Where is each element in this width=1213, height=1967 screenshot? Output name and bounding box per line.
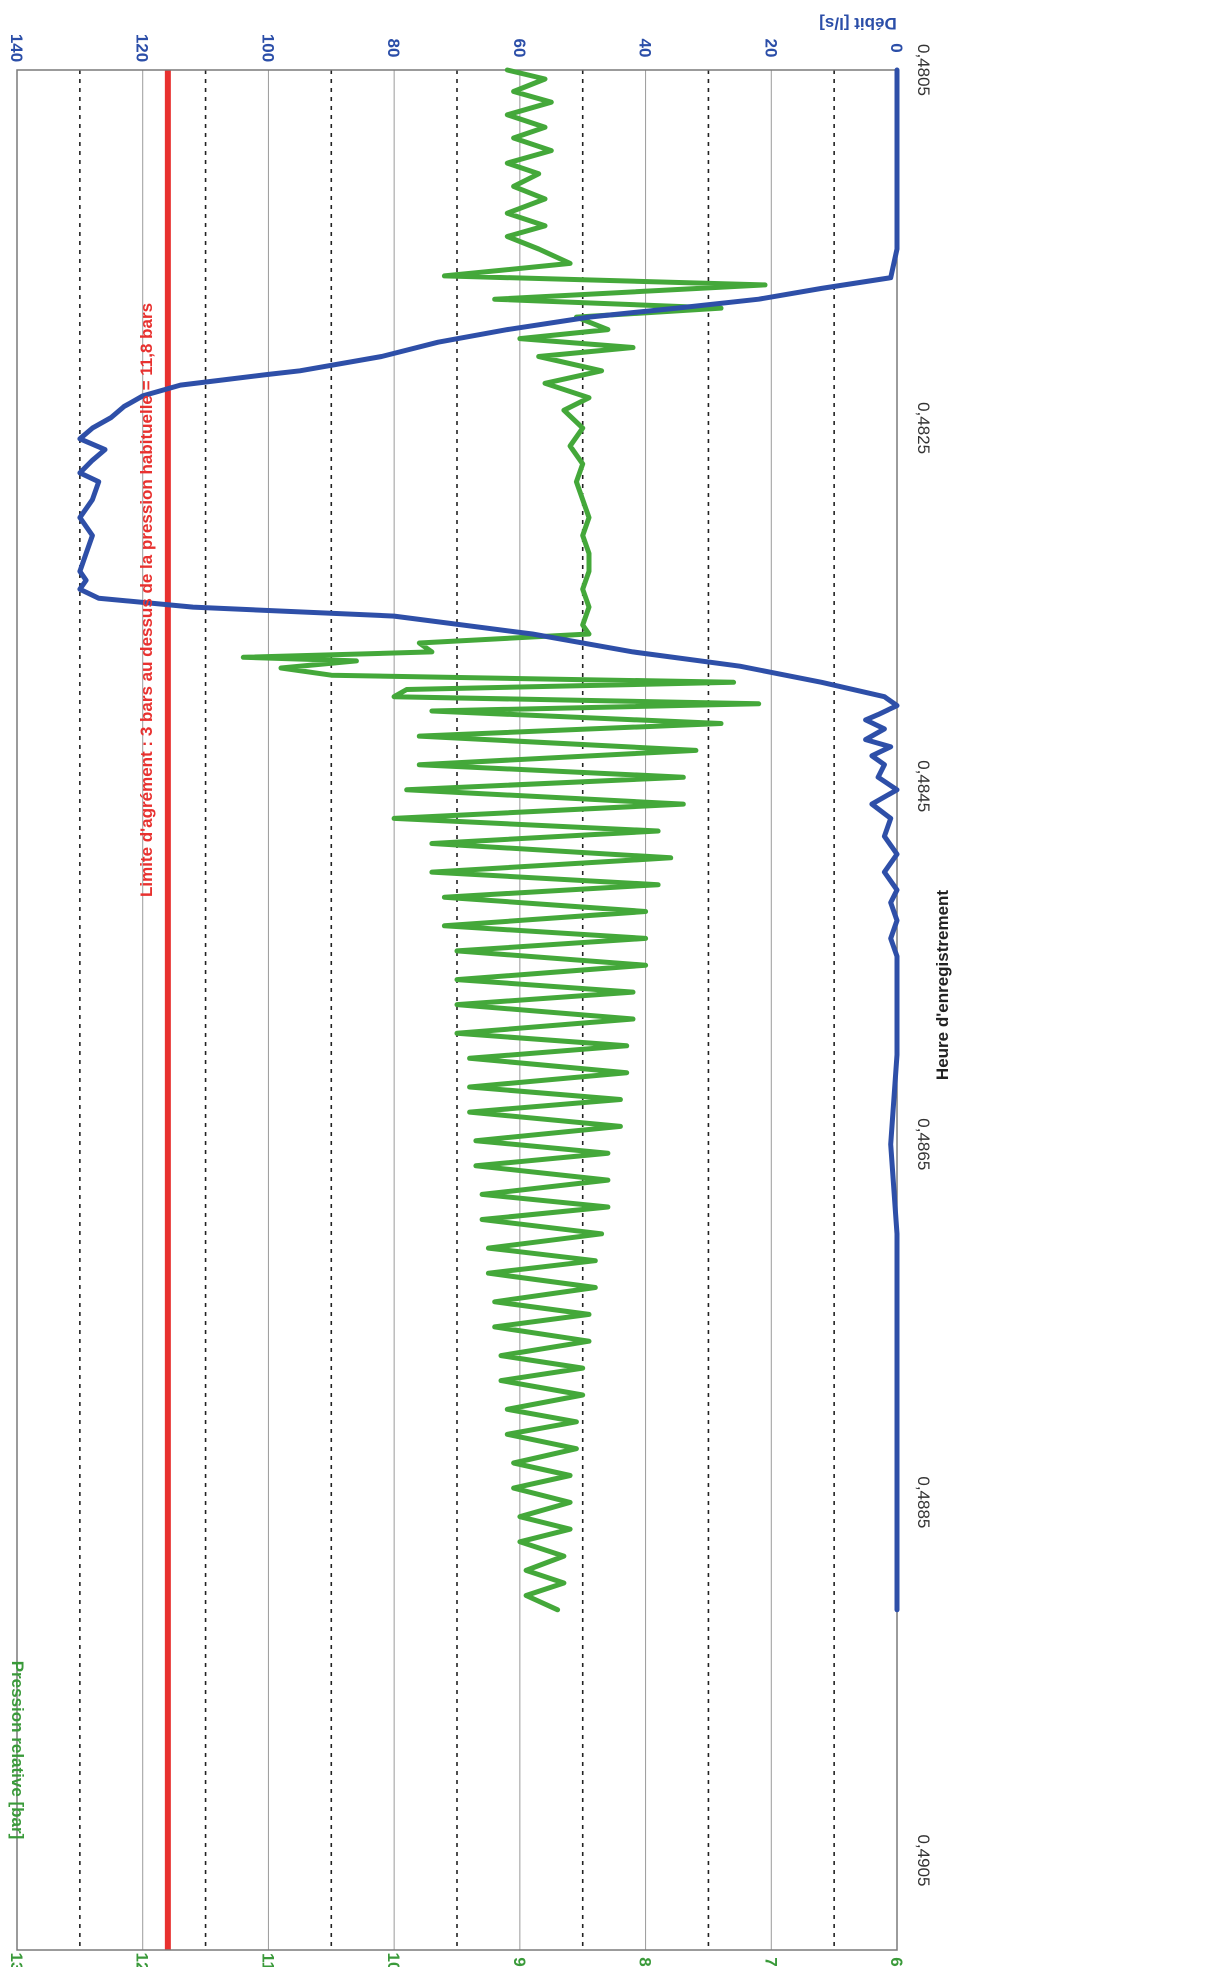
pressure-tick-label: 9	[510, 1957, 529, 1966]
pressure-tick-label: 10	[384, 1953, 403, 1967]
pressure-series-line	[240, 67, 768, 1613]
tick-labels: 6 7 8 9 10 11 12 13 0 20 40 60 80 100 120 140 0,4805 0,48…	[7, 34, 933, 1967]
pressure-tick-label: 6	[887, 1957, 906, 1966]
debit-tick-label: 0	[887, 43, 906, 52]
time-tick-label: 0,4845	[914, 760, 933, 812]
debit-axis-label: Débit [l/s]	[819, 14, 896, 33]
debit-series-line	[77, 67, 900, 1613]
pressure-tick-label: 12	[133, 1953, 152, 1967]
time-tick-label: 0,4905	[914, 1834, 933, 1886]
debit-tick-label: 20	[761, 39, 780, 58]
time-tick-label: 0,4805	[914, 44, 933, 96]
x-axis-label: Heure d'enregistrement	[933, 890, 952, 1080]
debit-tick-label: 140	[7, 34, 26, 62]
debit-tick-label: 80	[384, 39, 403, 58]
pressure-tick-label: 11	[258, 1953, 277, 1967]
time-tick-label: 0,4865	[914, 1118, 933, 1170]
series-layer	[77, 67, 900, 1613]
debit-tick-label: 60	[510, 39, 529, 58]
pressure-axis-label: Pression relative [bar]	[8, 1661, 27, 1840]
pressure-tick-label: 13	[7, 1953, 26, 1967]
time-tick-label: 0,4825	[914, 402, 933, 454]
limit-annotation: Limite d'agrément : 3 bars au dessus de …	[137, 303, 156, 897]
debit-tick-label: 100	[258, 34, 277, 62]
debit-tick-label: 120	[133, 34, 152, 62]
pressure-tick-label: 8	[636, 1957, 655, 1966]
time-tick-label: 0,4885	[914, 1476, 933, 1528]
pressure-tick-label: 7	[761, 1957, 780, 1966]
debit-tick-label: 40	[636, 39, 655, 58]
